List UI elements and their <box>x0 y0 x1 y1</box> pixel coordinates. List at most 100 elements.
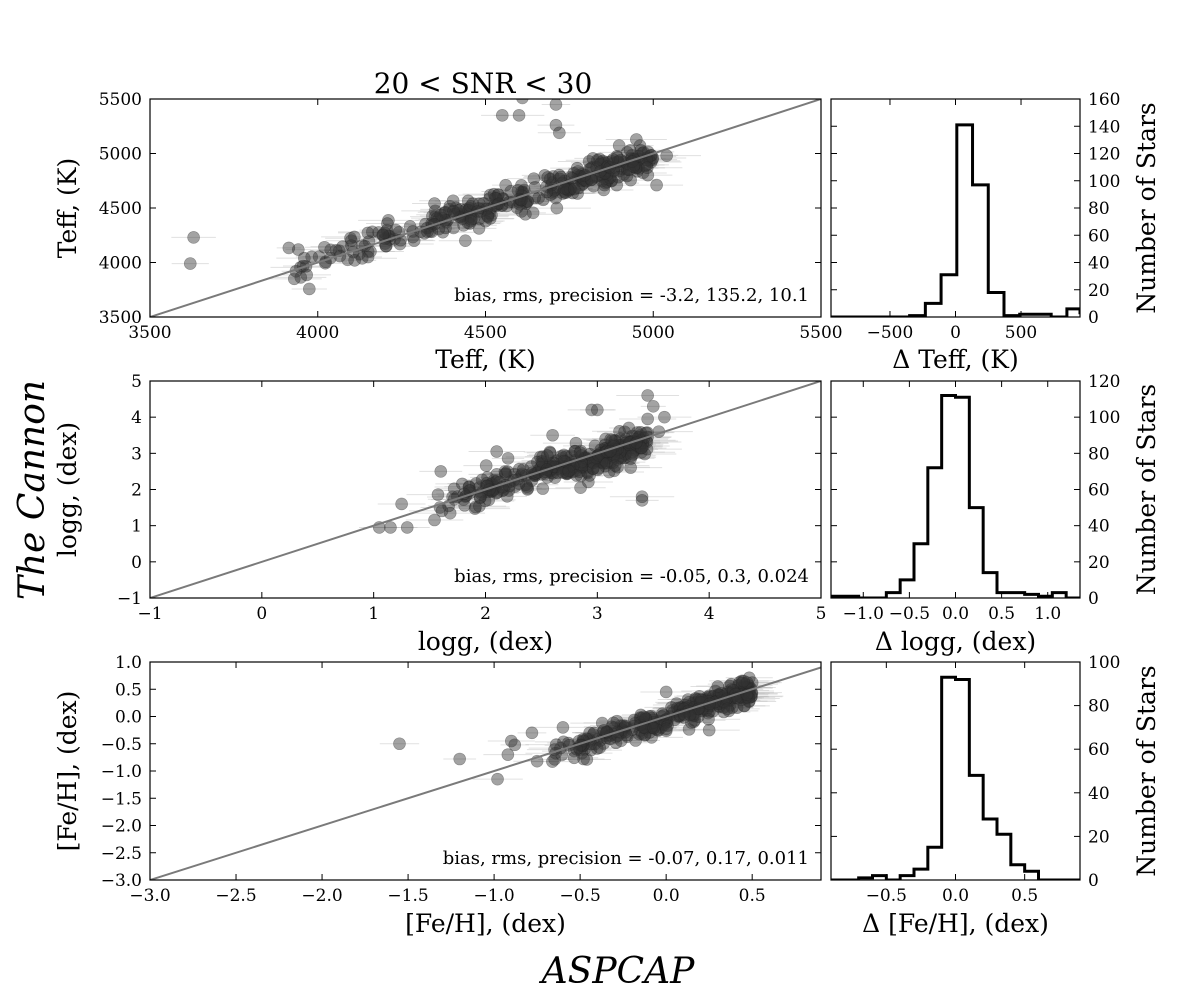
teff-scatter-xtick-label: 3500 <box>128 323 171 343</box>
feh-scatter-point <box>567 751 581 765</box>
teff-scatter-xtick-label: 4500 <box>464 323 507 343</box>
feh-scatter-point <box>557 735 570 749</box>
logg-scatter-point <box>582 475 595 489</box>
feh-scatter-point <box>638 729 651 742</box>
feh-scatter-point <box>654 721 668 734</box>
teff-scatter-stats-annotation: bias, rms, precision = -3.2, 135.2, 10.1 <box>454 285 809 306</box>
logg-scatter-point <box>575 460 589 474</box>
logg-scatter-point <box>580 465 594 479</box>
teff-scatter-point <box>287 272 301 286</box>
feh-scatter-xlabel: [Fe/H], (dex) <box>405 909 566 938</box>
teff-scatter-point <box>519 207 532 221</box>
feh-scatter-xtick-label: 0.0 <box>653 886 680 906</box>
teff-scatter-point <box>298 251 311 265</box>
teff-scatter-point <box>587 179 600 193</box>
teff-scatter-point <box>487 187 501 201</box>
teff-scatter-point <box>620 146 634 159</box>
logg-hist-ytick-label: 60 <box>1088 481 1110 501</box>
feh-scatter-point <box>744 690 758 704</box>
logg-scatter-point <box>658 410 671 424</box>
logg-scatter-point <box>618 425 631 439</box>
teff-scatter-point <box>617 168 631 181</box>
feh-scatter-point <box>724 677 738 691</box>
logg-scatter-point <box>555 449 568 463</box>
teff-scatter-point <box>495 109 509 122</box>
teff-scatter-point <box>510 201 524 215</box>
feh-scatter-point <box>688 709 701 722</box>
logg-hist-bin <box>928 468 942 598</box>
logg-scatter-point <box>573 465 586 479</box>
teff-scatter-point <box>549 191 563 205</box>
logg-scatter-point <box>611 460 624 474</box>
logg-scatter-point <box>479 459 493 472</box>
logg-scatter-point <box>626 448 640 461</box>
logg-hist-xtick-label: −1.0 <box>843 604 884 624</box>
teff-scatter-point <box>466 197 480 210</box>
feh-scatter-point <box>580 753 594 766</box>
teff-scatter-plot-area <box>150 99 821 317</box>
teff-scatter-point <box>538 169 552 182</box>
feh-scatter-ytick-label: 0.5 <box>115 680 142 700</box>
teff-scatter-point <box>575 178 589 192</box>
logg-scatter-point <box>602 465 616 479</box>
logg-scatter-point <box>581 466 595 480</box>
logg-scatter-xtick-label: 4 <box>704 604 715 624</box>
teff-scatter-point <box>473 212 486 226</box>
logg-scatter-xtick-label: 5 <box>816 604 827 624</box>
teff-scatter-xtick-label: 4000 <box>296 323 339 343</box>
teff-scatter-point <box>380 223 394 237</box>
teff-scatter-point <box>461 216 475 230</box>
logg-scatter-point <box>501 465 514 478</box>
logg-scatter-point <box>524 460 538 473</box>
feh-scatter-point <box>701 706 715 720</box>
teff-scatter-point <box>361 250 375 264</box>
feh-scatter-point <box>681 693 695 706</box>
teff-scatter-point <box>372 226 385 239</box>
logg-scatter-point <box>516 463 530 476</box>
logg-scatter-point <box>521 483 534 496</box>
feh-scatter-point <box>649 722 663 736</box>
teff-scatter-point <box>504 185 518 198</box>
feh-scatter-point <box>725 701 739 714</box>
feh-hist-bin <box>942 677 956 880</box>
feh-scatter-point <box>593 741 607 754</box>
logg-scatter-point <box>599 432 612 446</box>
teff-scatter-point <box>605 174 618 188</box>
feh-scatter-point <box>738 677 752 691</box>
logg-hist-ytick-label: 80 <box>1088 444 1110 464</box>
teff-scatter-panel: bias, rms, precision = -3.2, 135.2, 10.1… <box>53 90 843 374</box>
feh-scatter-xtick-label: −2.5 <box>215 886 256 906</box>
feh-scatter-point <box>647 721 661 734</box>
logg-scatter-point <box>634 441 648 455</box>
feh-scatter-ytick-label: −2.0 <box>101 817 142 837</box>
teff-scatter-point <box>526 206 540 220</box>
teff-scatter-point <box>282 241 296 255</box>
feh-scatter-point <box>742 691 755 705</box>
logg-scatter-point <box>598 459 612 473</box>
teff-scatter-point <box>612 170 625 184</box>
feh-scatter-point <box>577 752 590 766</box>
teff-hist-ytick-label: 20 <box>1088 281 1110 301</box>
feh-scatter-point <box>721 702 734 716</box>
teff-scatter-point <box>294 271 308 284</box>
teff-scatter-point <box>382 214 395 227</box>
logg-scatter-point <box>565 463 578 476</box>
feh-hist-ytick-label: 60 <box>1088 740 1110 760</box>
logg-scatter-point <box>481 471 494 484</box>
logg-scatter-point <box>598 454 611 468</box>
teff-scatter-point <box>378 226 392 240</box>
teff-scatter-point <box>461 194 475 208</box>
logg-hist-xtick-label: 0.5 <box>988 604 1015 624</box>
feh-scatter-point <box>657 718 671 732</box>
teff-scatter-point <box>393 237 407 251</box>
logg-scatter-point <box>569 464 582 478</box>
teff-scatter-point <box>472 222 486 235</box>
feh-scatter-point <box>717 705 731 719</box>
feh-scatter-point <box>702 712 715 726</box>
logg-scatter-point <box>482 493 496 507</box>
teff-scatter-point <box>577 177 590 190</box>
feh-scatter-xtick-label: −2.0 <box>301 886 342 906</box>
logg-scatter-point <box>611 453 624 466</box>
logg-scatter-point <box>592 462 605 475</box>
teff-scatter-point <box>550 201 564 215</box>
